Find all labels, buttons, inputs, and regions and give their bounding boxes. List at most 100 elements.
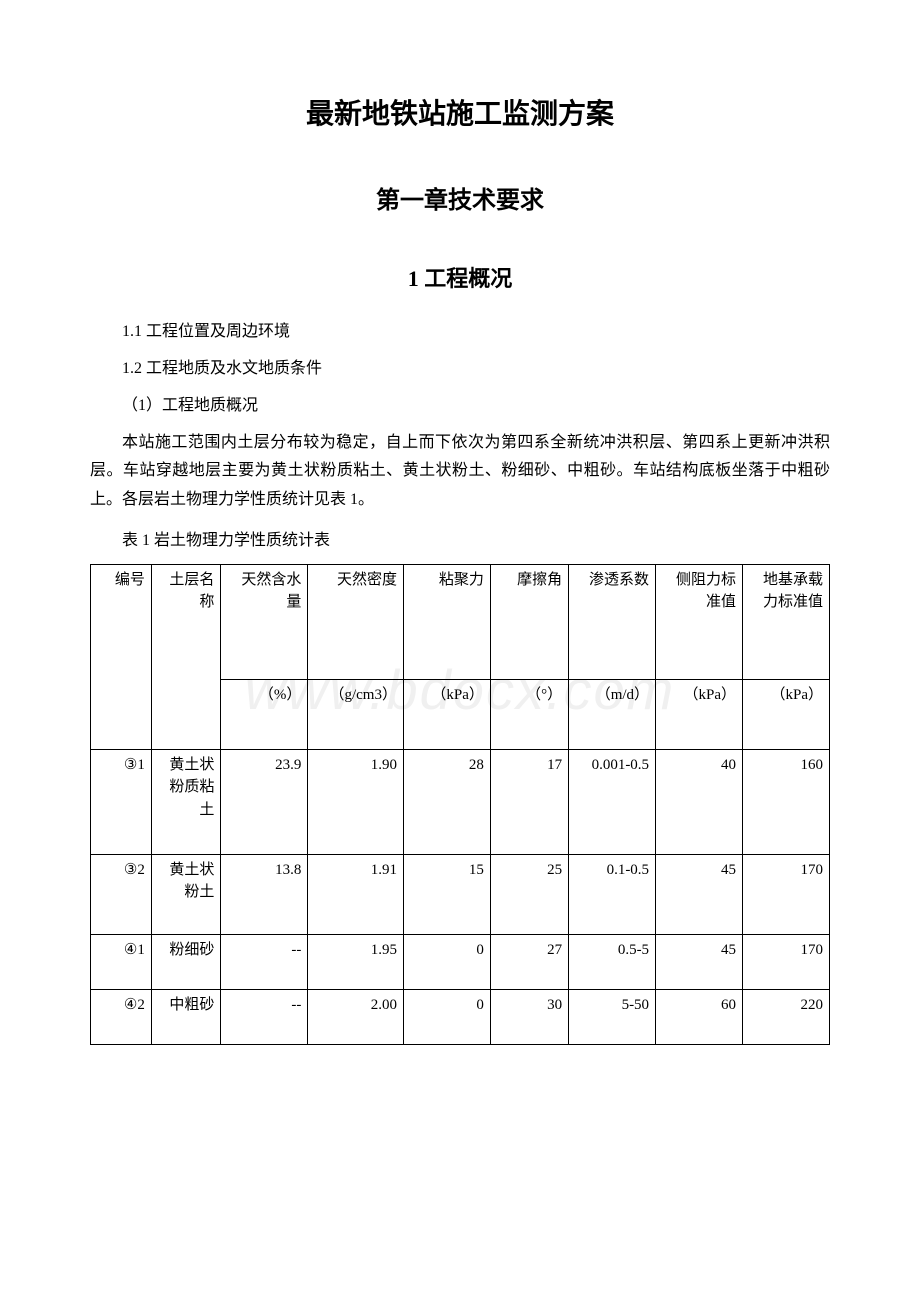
cell-text: ④1: [124, 942, 145, 958]
cell-text: 13.8: [275, 862, 301, 878]
data-cell: 40: [656, 749, 743, 854]
header-cell: 侧阻力标准值: [656, 564, 743, 679]
unit-text: （%）: [259, 687, 302, 703]
paragraph-text: 本站施工范围内土层分布较为稳定，自上而下依次为第四系全新统冲洪积层、第四系上更新…: [90, 434, 830, 509]
cell-text: 25: [547, 862, 562, 878]
section-heading: 1 工程概况: [90, 259, 830, 299]
data-cell: 25: [490, 854, 568, 934]
cell-text: 5-50: [622, 997, 650, 1013]
data-cell: 0.001-0.5: [569, 749, 656, 854]
cell-text: 中粗砂: [169, 997, 214, 1013]
cell-text: 60: [721, 997, 736, 1013]
cell-text: 30: [547, 997, 562, 1013]
data-cell: 粉细砂: [151, 934, 221, 989]
table-row: ④2 中粗砂 -- 2.00 0 30 5-50 60 220: [91, 989, 830, 1044]
unit-text: （kPa）: [431, 687, 484, 703]
unit-cell: （°）: [490, 679, 568, 749]
cell-text: 1.95: [371, 942, 397, 958]
data-cell: 170: [743, 934, 830, 989]
header-text: 土层名称: [169, 572, 214, 611]
cell-text: ③2: [124, 862, 145, 878]
header-text: 编号: [115, 572, 145, 588]
chapter-text: 第一章技术要求: [376, 188, 544, 214]
table-row: ④1 粉细砂 -- 1.95 0 27 0.5-5 45 170: [91, 934, 830, 989]
soil-properties-table: 编号 土层名称 天然含水量 天然密度 粘聚力 摩擦角 渗透系数 侧阻力标准值 地…: [90, 564, 830, 1045]
data-cell: 23.9: [221, 749, 308, 854]
cell-text: 40: [721, 757, 736, 773]
cell-text: 0: [476, 942, 484, 958]
data-cell: 30: [490, 989, 568, 1044]
unit-cell: （g/cm3）: [308, 679, 404, 749]
data-cell: 60: [656, 989, 743, 1044]
data-cell: 13.8: [221, 854, 308, 934]
cell-text: 160: [801, 757, 824, 773]
data-cell: 45: [656, 934, 743, 989]
unit-text: （g/cm3）: [329, 687, 397, 703]
header-cell: 天然含水量: [221, 564, 308, 679]
header-cell: 地基承载力标准值: [743, 564, 830, 679]
data-cell: 15: [403, 854, 490, 934]
chapter-heading: 第一章技术要求: [90, 180, 830, 223]
section-1-2-text: 1.2 工程地质及水文地质条件: [122, 360, 322, 377]
cell-text: 1.90: [371, 757, 397, 773]
section-1-1: 1.1 工程位置及周边环境: [90, 318, 830, 347]
data-cell: ③2: [91, 854, 152, 934]
section-heading-text: 1 工程概况: [408, 266, 513, 291]
data-cell: 黄土状粉质粘土: [151, 749, 221, 854]
section-1-1-text: 1.1 工程位置及周边环境: [122, 323, 290, 340]
unit-text: （m/d）: [596, 687, 649, 703]
unit-text: （kPa）: [683, 687, 736, 703]
body-paragraph: 本站施工范围内土层分布较为稳定，自上而下依次为第四系全新统冲洪积层、第四系上更新…: [90, 429, 830, 515]
unit-cell: （kPa）: [403, 679, 490, 749]
data-cell: 黄土状粉土: [151, 854, 221, 934]
data-cell: 160: [743, 749, 830, 854]
cell-text: 170: [801, 942, 824, 958]
data-cell: 5-50: [569, 989, 656, 1044]
header-cell: 天然密度: [308, 564, 404, 679]
header-cell: 摩擦角: [490, 564, 568, 679]
unit-cell: （%）: [221, 679, 308, 749]
header-text: 天然含水量: [241, 572, 301, 611]
unit-cell: （kPa）: [656, 679, 743, 749]
cell-text: 15: [469, 862, 484, 878]
data-cell: ④1: [91, 934, 152, 989]
cell-text: 45: [721, 942, 736, 958]
unit-cell: （m/d）: [569, 679, 656, 749]
cell-text: 0.1-0.5: [607, 862, 650, 878]
cell-text: 黄土状粉土: [169, 862, 214, 901]
data-cell: ④2: [91, 989, 152, 1044]
header-cell: 土层名称: [151, 564, 221, 749]
cell-text: 2.00: [371, 997, 397, 1013]
table-row: ③1 黄土状粉质粘土 23.9 1.90 28 17 0.001-0.5 40 …: [91, 749, 830, 854]
cell-text: 27: [547, 942, 562, 958]
data-cell: 0.5-5: [569, 934, 656, 989]
data-cell: 170: [743, 854, 830, 934]
title-text: 最新地铁站施工监测方案: [306, 99, 614, 130]
sub-section-text: （1）工程地质概况: [122, 397, 258, 414]
cell-text: 170: [801, 862, 824, 878]
cell-text: ④2: [124, 997, 145, 1013]
cell-text: 220: [801, 997, 824, 1013]
header-text: 摩擦角: [517, 572, 562, 588]
data-cell: 0: [403, 934, 490, 989]
data-cell: --: [221, 989, 308, 1044]
table-caption-text: 表 1 岩土物理力学性质统计表: [122, 532, 330, 549]
data-cell: --: [221, 934, 308, 989]
header-text: 粘聚力: [439, 572, 484, 588]
cell-text: ③1: [124, 757, 145, 773]
table-caption: 表 1 岩土物理力学性质统计表: [90, 527, 830, 556]
cell-text: 28: [469, 757, 484, 773]
cell-text: --: [291, 997, 301, 1013]
unit-text: （°）: [526, 687, 562, 703]
data-cell: 1.91: [308, 854, 404, 934]
section-1-2: 1.2 工程地质及水文地质条件: [90, 355, 830, 384]
data-cell: 45: [656, 854, 743, 934]
cell-text: 45: [721, 862, 736, 878]
data-cell: 17: [490, 749, 568, 854]
data-cell: 0.1-0.5: [569, 854, 656, 934]
cell-text: 17: [547, 757, 562, 773]
cell-text: 23.9: [275, 757, 301, 773]
header-text: 渗透系数: [589, 572, 649, 588]
doc-title: 最新地铁站施工监测方案: [90, 90, 830, 140]
cell-text: 0.5-5: [618, 942, 649, 958]
